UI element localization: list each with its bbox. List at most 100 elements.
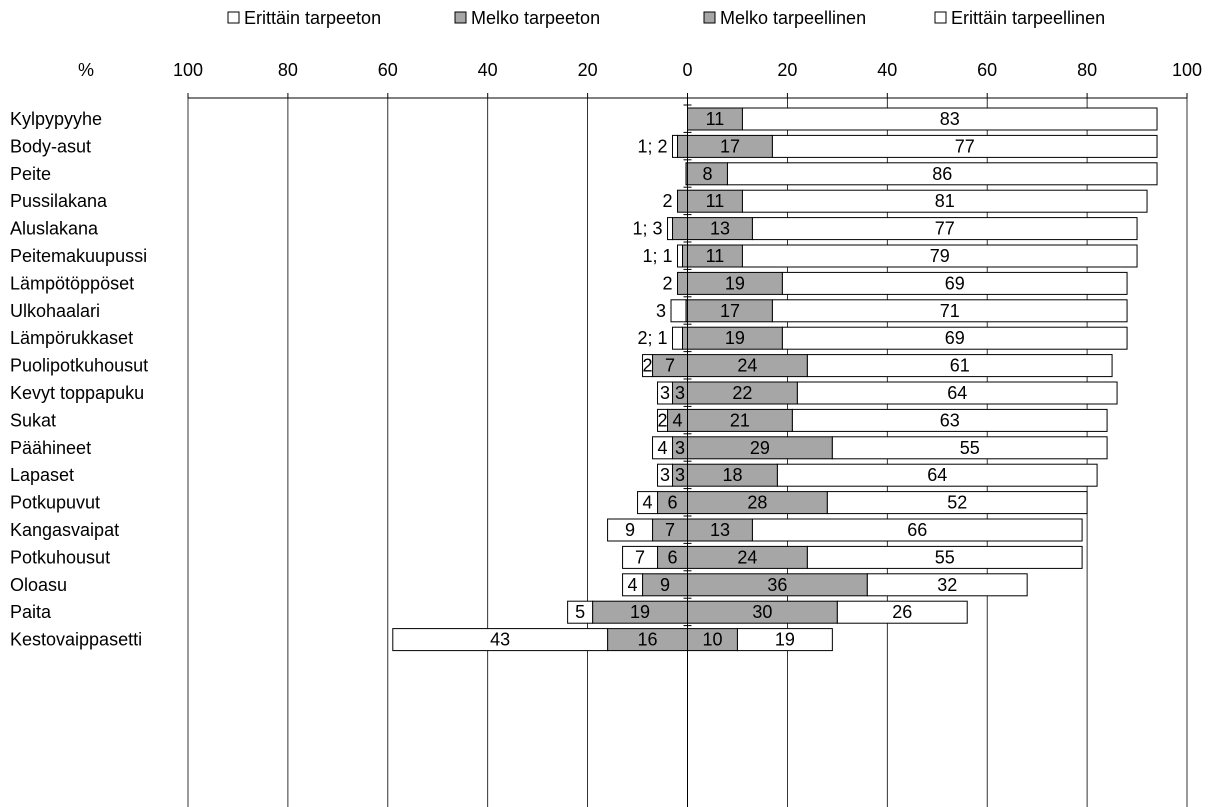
bar-erittain-tarpeeton	[672, 326, 684, 350]
data-label-melko-tarpeellinen: 8	[702, 164, 712, 184]
data-label-melko-tarpeellinen: 11	[706, 191, 725, 211]
data-label-erittain-tarpeellinen: 64	[947, 383, 967, 403]
data-label-erittain-tarpeellinen: 55	[935, 547, 955, 567]
bar-erittain-tarpeeton	[622, 573, 644, 597]
bar-erittain-tarpeellinen	[726, 162, 1158, 186]
data-label-erittain-tarpeellinen: 71	[940, 301, 960, 321]
data-label-melko-tarpeellinen: 19	[725, 328, 745, 348]
x-tick-label: 40	[877, 60, 897, 80]
bar-erittain-tarpeellinen	[781, 271, 1128, 295]
data-label-tarpeeton: 1; 3	[632, 219, 662, 239]
bar-melko-tarpeeton	[672, 217, 689, 241]
category-label: Body-asut	[10, 136, 91, 156]
legend-swatch	[934, 11, 947, 24]
data-label-melko-tarpeellinen: 21	[730, 410, 750, 430]
data-label-erittain-tarpeellinen: 77	[935, 219, 955, 239]
category-label: Kylpypyyhe	[10, 109, 102, 129]
bar-erittain-tarpeellinen	[796, 381, 1118, 405]
bar-erittain-tarpeeton	[667, 217, 674, 241]
x-tick-label: 80	[278, 60, 298, 80]
bar-erittain-tarpeellinen	[831, 436, 1108, 460]
bar-erittain-tarpeeton	[392, 628, 609, 652]
bar-erittain-tarpeeton	[637, 491, 659, 515]
data-label-erittain-tarpeeton: 4	[628, 575, 638, 595]
category-label: Kevyt toppapuku	[10, 383, 144, 403]
category-label: Paita	[10, 602, 52, 622]
x-tick-label: 100	[1172, 60, 1202, 80]
data-label-melko-tarpeeton: 6	[668, 547, 678, 567]
bar-erittain-tarpeellinen	[806, 545, 1083, 569]
data-label-erittain-tarpeellinen: 32	[937, 575, 957, 595]
data-label-erittain-tarpeellinen: 86	[932, 164, 952, 184]
bar-erittain-tarpeellinen	[751, 217, 1138, 241]
data-label-melko-tarpeeton: 3	[675, 438, 685, 458]
category-label: Sukat	[10, 410, 56, 430]
category-label: Lapaset	[10, 465, 74, 485]
bar-melko-tarpeeton	[682, 244, 689, 268]
data-label-erittain-tarpeellinen: 61	[950, 356, 970, 376]
bar-erittain-tarpeeton	[657, 463, 674, 487]
bar-erittain-tarpeeton	[677, 244, 684, 268]
data-label-melko-tarpeellinen: 11	[706, 109, 725, 129]
data-label-tarpeeton: 2; 1	[637, 328, 667, 348]
x-tick-label: 20	[578, 60, 598, 80]
x-tick-label: 80	[1077, 60, 1097, 80]
bar-erittain-tarpeeton	[607, 518, 654, 542]
category-label: Ulkohaalari	[10, 301, 100, 321]
bar-erittain-tarpeellinen	[781, 326, 1128, 350]
category-label: Peitemakuupussi	[10, 246, 147, 266]
bar-erittain-tarpeeton	[670, 299, 687, 323]
data-label-tarpeeton: 2	[662, 191, 672, 211]
data-label-melko-tarpeellinen: 17	[720, 301, 740, 321]
data-label-melko-tarpeellinen: 18	[722, 465, 742, 485]
bar-erittain-tarpeellinen	[751, 518, 1083, 542]
bar-erittain-tarpeellinen	[806, 354, 1113, 378]
legend-label: Melko tarpeeton	[471, 8, 600, 28]
data-label-melko-tarpeeton: 3	[675, 383, 685, 403]
x-tick-label: 0	[682, 60, 692, 80]
category-label: Puolipotkuhousut	[10, 356, 148, 376]
data-label-erittain-tarpeellinen: 55	[960, 438, 980, 458]
data-label-melko-tarpeellinen: 19	[725, 273, 745, 293]
data-label-erittain-tarpeeton: 3	[660, 465, 670, 485]
data-label-tarpeeton: 3	[656, 301, 666, 321]
data-label-melko-tarpeellinen: 10	[702, 630, 722, 650]
data-label-melko-tarpeeton: 7	[665, 520, 675, 540]
bar-melko-tarpeeton	[682, 326, 689, 350]
bar-erittain-tarpeeton	[657, 408, 669, 432]
bar-erittain-tarpeeton	[567, 600, 594, 624]
data-label-melko-tarpeellinen: 13	[710, 520, 730, 540]
data-label-tarpeeton: 1; 2	[637, 136, 667, 156]
data-label-erittain-tarpeeton: 2	[658, 410, 668, 430]
category-labels: Kylpypyyhe Body-asut Peite Pussilakana Alusl…	[10, 109, 148, 650]
data-label-melko-tarpeeton: 16	[638, 630, 658, 650]
category-label: Potkuhousut	[10, 547, 110, 567]
unit-label: %	[78, 60, 94, 80]
bar-erittain-tarpeellinen	[741, 244, 1138, 268]
x-tick-label: 60	[977, 60, 997, 80]
data-label-erittain-tarpeellinen: 64	[927, 465, 947, 485]
bar-erittain-tarpeellinen	[791, 408, 1108, 432]
data-label-erittain-tarpeeton: 9	[625, 520, 635, 540]
data-label-melko-tarpeellinen: 28	[747, 493, 767, 513]
legend-label: Erittäin tarpeeton	[244, 8, 381, 28]
bar-erittain-tarpeellinen	[771, 134, 1158, 158]
data-label-erittain-tarpeellinen: 69	[945, 273, 965, 293]
data-label-melko-tarpeellinen: 30	[752, 602, 772, 622]
bar-erittain-tarpeeton	[652, 436, 674, 460]
bar-erittain-tarpeeton	[642, 354, 654, 378]
x-tick-label: 40	[478, 60, 498, 80]
data-label-melko-tarpeeton: 6	[668, 493, 678, 513]
x-tick-label: 60	[378, 60, 398, 80]
data-label-melko-tarpeellinen: 13	[710, 219, 730, 239]
data-label-erittain-tarpeellinen: 83	[940, 109, 960, 129]
data-label-melko-tarpeellinen: 24	[737, 356, 757, 376]
category-label: Kangasvaipat	[10, 520, 119, 540]
bar-erittain-tarpeellinen	[736, 628, 833, 652]
category-label: Pussilakana	[10, 191, 108, 211]
data-label-erittain-tarpeellinen: 66	[907, 520, 927, 540]
category-label: Kestovaippasetti	[10, 630, 142, 650]
category-label: Potkupuvut	[10, 493, 100, 513]
data-label-erittain-tarpeeton: 3	[660, 383, 670, 403]
